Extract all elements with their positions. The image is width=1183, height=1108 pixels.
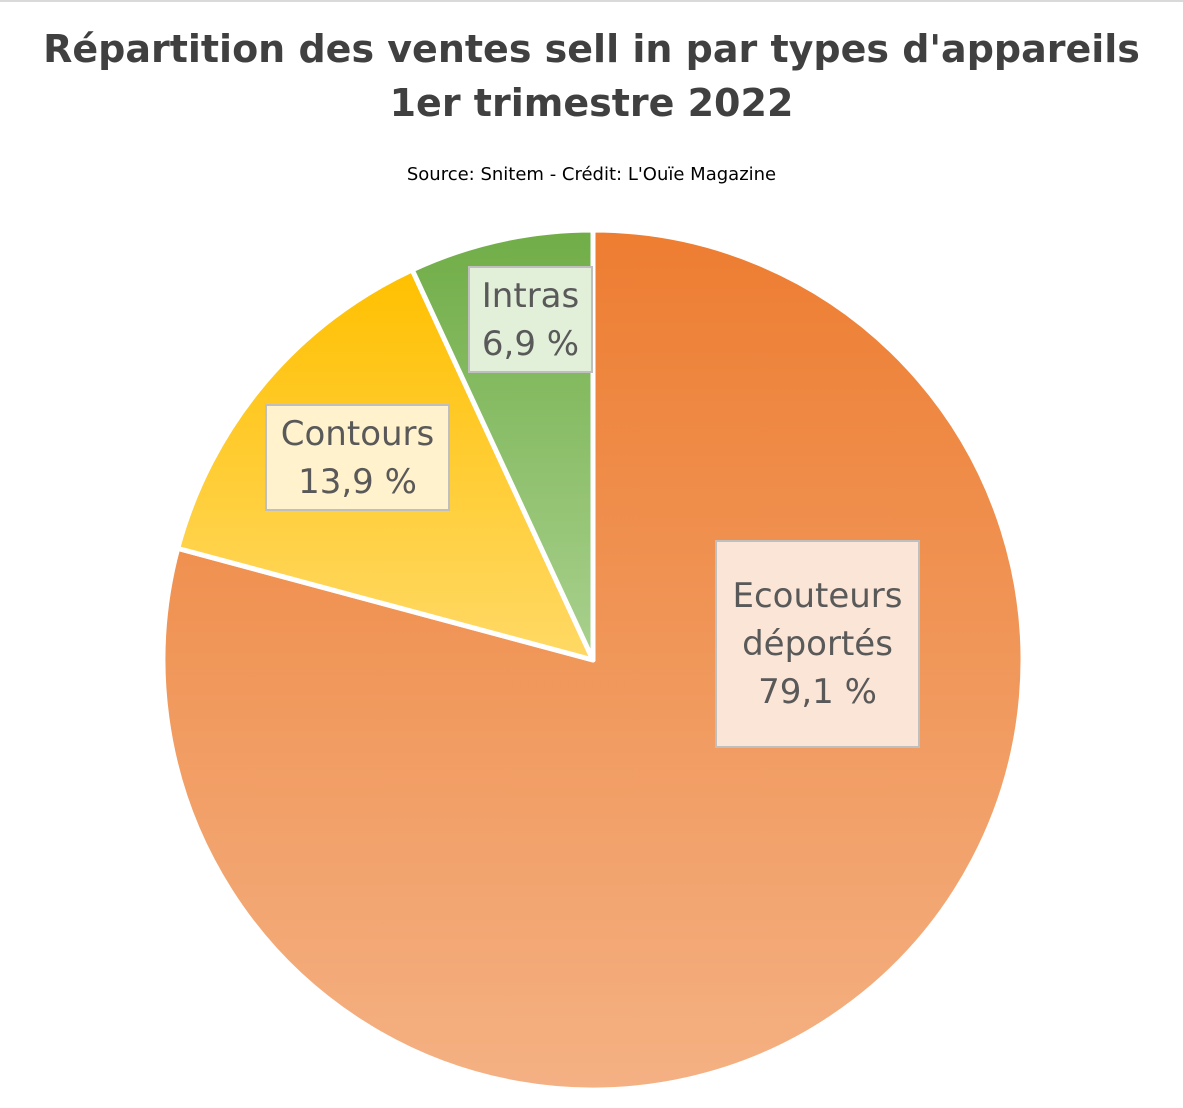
slice-label-ecouteurs-deportes: Ecouteurs déportés 79,1 % — [715, 540, 920, 748]
chart-title-line2: 1er trimestre 2022 — [389, 81, 794, 125]
slice-label-line: Contours — [280, 413, 435, 454]
slice-value-label: 79,1 % — [758, 672, 877, 712]
top-rule — [0, 0, 1183, 2]
slice-value-label: 6,9 % — [481, 323, 580, 364]
slice-label-line: déportés — [742, 624, 893, 664]
slice-label-contours: Contours 13,9 % — [265, 404, 450, 511]
pie-slices — [160, 227, 1026, 1093]
slice-label-line: Intras — [481, 275, 580, 316]
slice-label-intras: Intras 6,9 % — [468, 266, 593, 373]
chart-title-line1: Répartition des ventes sell in par types… — [43, 27, 1140, 71]
slice-value-label: 13,9 % — [298, 461, 417, 502]
slice-label-line: Ecouteurs — [732, 576, 903, 616]
chart-title: Répartition des ventes sell in par types… — [0, 22, 1183, 130]
chart-subtitle: Source: Snitem - Crédit: L'Ouïe Magazine — [406, 164, 777, 185]
